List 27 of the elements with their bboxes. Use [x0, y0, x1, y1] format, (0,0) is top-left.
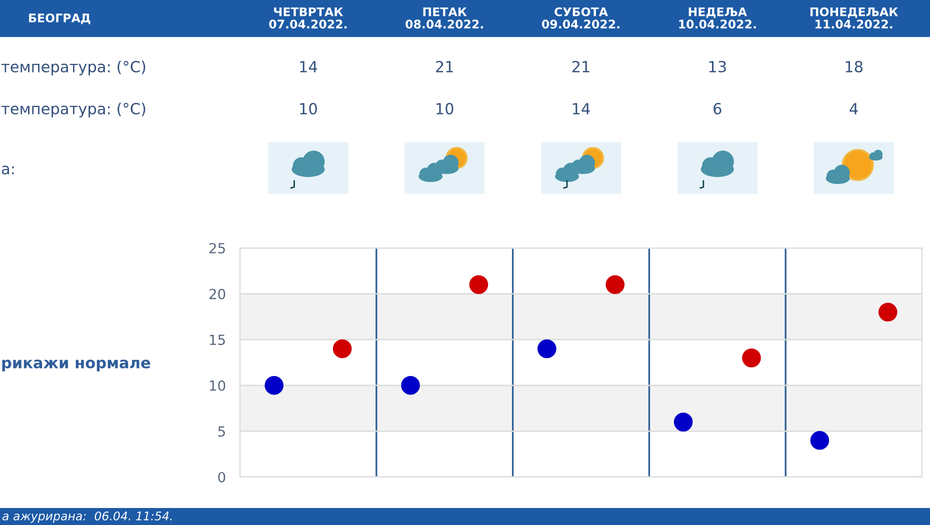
data-label: 10 — [300, 102, 317, 114]
text: температура: (°C) — [1, 102, 146, 118]
text: НЕДЕЉА 10.04.2022. — [679, 7, 756, 29]
data-label: 14 — [300, 61, 318, 72]
data-label: 14 — [572, 103, 590, 114]
data-label: 21 — [436, 60, 453, 72]
y-tick-label: 25 — [209, 242, 225, 254]
data-label: 10 — [436, 102, 454, 114]
data-label: 18 — [846, 60, 862, 72]
data-label: 21 — [572, 60, 590, 72]
data-label: 13 — [709, 60, 726, 72]
y-tick-label: 0 — [218, 472, 226, 482]
data-label: 4 — [850, 103, 858, 114]
y-tick-label: 10 — [210, 380, 226, 391]
text: ЧЕТВРТАК 07.04.2022. — [269, 7, 347, 29]
text: БЕОГРАД — [29, 13, 90, 24]
text: СУБОТА 09.04.2022. — [542, 7, 620, 29]
text: температура: (°C) — [1, 60, 146, 76]
text: а: — [2, 166, 14, 174]
y-tick-label: 5 — [218, 426, 225, 437]
data-label: 6 — [714, 102, 722, 114]
text: рикажи нормале — [2, 360, 150, 372]
text: а ажурирана: 06.04. 11:54. — [2, 511, 172, 523]
y-tick-label: 15 — [210, 334, 225, 346]
text: ПОНЕДЕЉАК 11.04.2022. — [810, 7, 898, 29]
text: ПЕТАК 08.04.2022. — [406, 7, 483, 29]
y-tick-label: 20 — [209, 288, 226, 300]
